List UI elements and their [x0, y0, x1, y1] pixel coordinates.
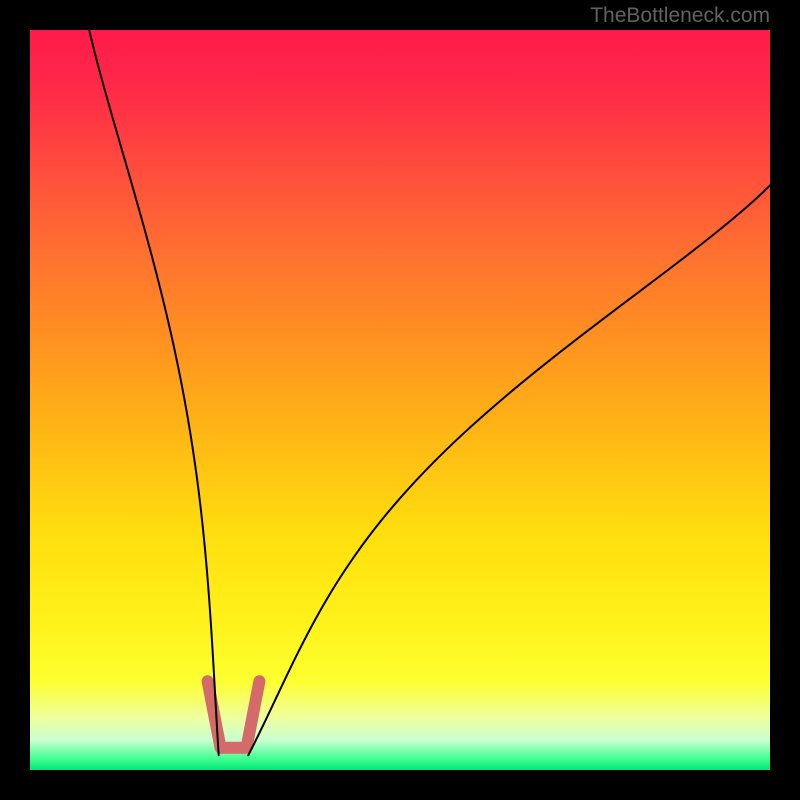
plot-area — [30, 30, 770, 770]
chart-frame: TheBottleneck.com — [0, 0, 800, 800]
curve-left-branch — [89, 30, 219, 755]
curve-layer — [30, 30, 770, 770]
curve-right-branch — [248, 185, 770, 755]
watermark-text: TheBottleneck.com — [590, 4, 770, 28]
